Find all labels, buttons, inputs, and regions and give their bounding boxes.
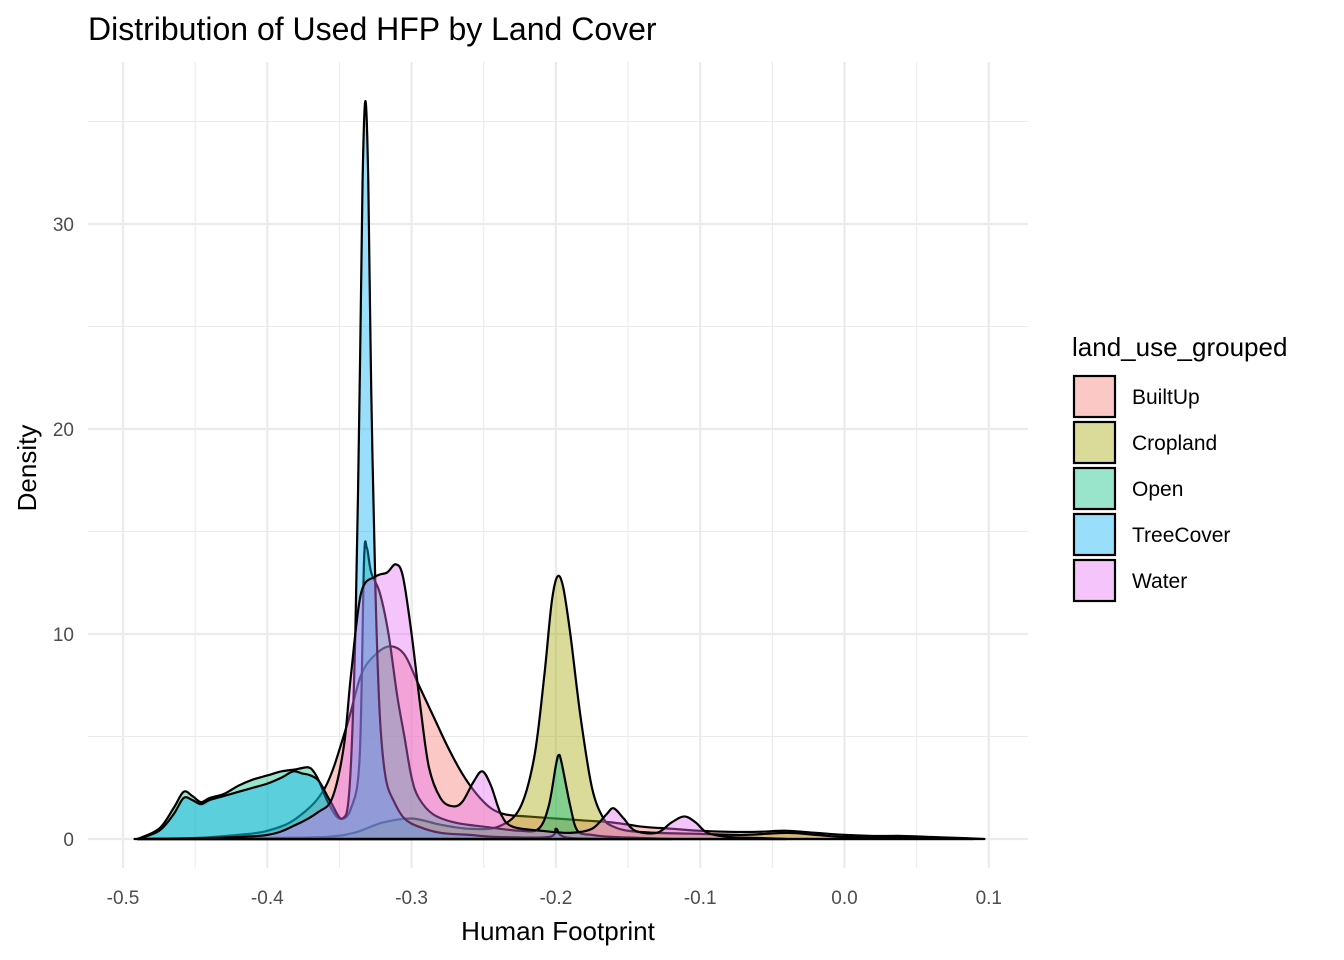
x-tick-label: -0.1 <box>684 888 717 909</box>
x-tick-label: 0.1 <box>976 888 1002 909</box>
legend: land_use_grouped BuiltUp Cropland Open Tree… <box>1072 332 1287 603</box>
legend-title: land_use_grouped <box>1072 332 1287 362</box>
x-tick-label: -0.5 <box>107 888 140 909</box>
x-axis-title: Human Footprint <box>461 916 655 946</box>
density-area-water <box>136 563 788 841</box>
x-axis-ticks: -0.5 -0.4 -0.3 -0.2 -0.1 0.0 0.1 <box>107 888 1002 909</box>
chart-title: Distribution of Used HFP by Land Cover <box>88 11 657 47</box>
legend-label-builtup: BuiltUp <box>1132 386 1200 409</box>
density-area-treecover <box>136 99 601 841</box>
legend-label-open: Open <box>1132 478 1183 501</box>
y-tick-label: 30 <box>53 215 74 236</box>
legend-label-treecover: TreeCover <box>1132 524 1230 547</box>
legend-key-cropland <box>1072 420 1117 465</box>
legend-items: BuiltUp Cropland Open TreeCover Water <box>1072 374 1230 603</box>
x-tick-label: -0.2 <box>540 888 573 909</box>
y-tick-label: 20 <box>53 420 74 441</box>
x-tick-label: 0.0 <box>831 888 857 909</box>
x-tick-label: -0.4 <box>251 888 284 909</box>
legend-label-cropland: Cropland <box>1132 432 1217 455</box>
density-area-builtup <box>133 645 986 841</box>
x-tick-label: -0.3 <box>395 888 428 909</box>
legend-key-builtup <box>1072 374 1117 419</box>
y-axis-ticks: 0 10 20 30 <box>53 215 74 851</box>
y-axis-title: Density <box>12 425 42 512</box>
density-area-open <box>136 540 673 841</box>
legend-key-open <box>1072 466 1117 511</box>
legend-label-water: Water <box>1132 570 1187 593</box>
legend-key-water <box>1072 558 1117 603</box>
density-area-cropland <box>136 574 976 841</box>
density-curves <box>133 99 986 841</box>
y-tick-label: 0 <box>63 830 74 851</box>
legend-key-treecover <box>1072 512 1117 557</box>
y-tick-label: 10 <box>53 625 74 646</box>
